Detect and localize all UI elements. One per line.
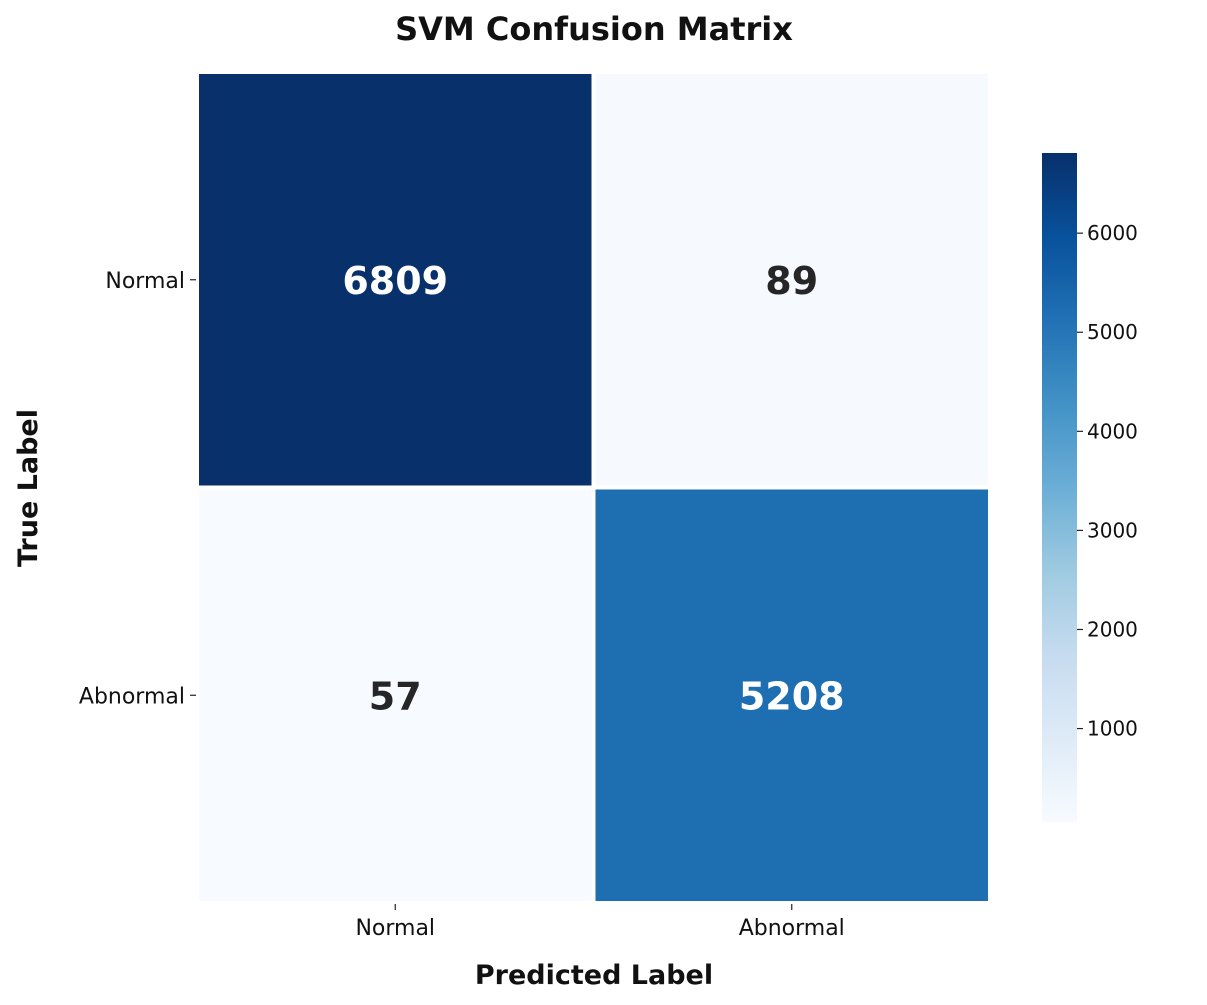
colorbar-ticks: 1000 2000 3000 4000 5000 6000: [1077, 221, 1138, 741]
y-axis-label: True Label: [13, 409, 44, 567]
y-tick-label: Abnormal: [79, 684, 185, 709]
heatmap-cell-abnormal-normal: [195, 485, 596, 905]
chart-title: SVM Confusion Matrix: [395, 10, 793, 48]
heatmap-cell-abnormal-abnormal: [591, 485, 992, 905]
heatmap-cells: [195, 70, 992, 905]
heatmap-cell-normal-abnormal: [591, 70, 992, 490]
y-axis-ticks: Normal Abnormal: [79, 269, 196, 709]
colorbar-tick-label: 4000: [1087, 419, 1138, 443]
colorbar-tick-label: 5000: [1087, 320, 1138, 344]
x-tick-label: Normal: [355, 916, 435, 941]
cell-annotations: 6809 89 57 5208: [342, 259, 844, 719]
heatmap-cell-normal-normal: [195, 70, 596, 490]
cell-value-label: 57: [369, 674, 422, 718]
cell-value-label: 89: [765, 259, 818, 303]
cell-value-label: 5208: [739, 674, 845, 718]
colorbar-tick-label: 1000: [1087, 717, 1138, 741]
colorbar-tick-label: 6000: [1087, 221, 1138, 245]
y-tick-label: Normal: [105, 269, 185, 294]
x-axis-ticks: Normal Abnormal: [355, 904, 845, 941]
colorbar-tick-label: 2000: [1087, 617, 1138, 641]
x-tick-label: Abnormal: [739, 916, 845, 941]
colorbar-tick-label: 3000: [1087, 518, 1138, 542]
cell-value-label: 6809: [342, 259, 448, 303]
x-axis-label: Predicted Label: [475, 960, 713, 991]
colorbar: [1042, 153, 1077, 822]
